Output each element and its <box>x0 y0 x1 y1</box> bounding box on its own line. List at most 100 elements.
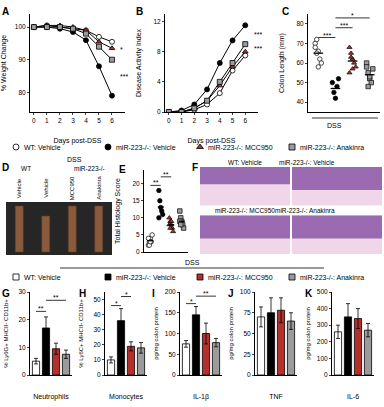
svg-text:miR-223-/-: MCC950: miR-223-/-: MCC950 <box>215 207 275 214</box>
svg-text:I: I <box>152 288 155 299</box>
svg-text:3: 3 <box>205 117 209 124</box>
svg-text:80: 80 <box>296 20 304 27</box>
svg-text:miR-223-/-: Vehicle: miR-223-/-: Vehicle <box>116 144 176 151</box>
svg-text:300: 300 <box>317 321 328 328</box>
svg-text:50: 50 <box>296 79 304 86</box>
svg-text:% Ly6G+ MHCII- CD11b+: % Ly6G+ MHCII- CD11b+ <box>3 299 9 368</box>
svg-text:DSS: DSS <box>185 259 200 266</box>
svg-text:100: 100 <box>15 23 26 30</box>
svg-text:40: 40 <box>93 311 101 318</box>
svg-text:50: 50 <box>93 296 101 303</box>
svg-text:20: 20 <box>93 341 101 348</box>
svg-text:miR-223-/-: Anakinra: miR-223-/-: Anakinra <box>275 207 335 214</box>
svg-text:0: 0 <box>324 371 328 378</box>
svg-text:2: 2 <box>192 117 196 124</box>
svg-text:0: 0 <box>157 108 161 115</box>
svg-text:F: F <box>192 162 198 173</box>
svg-text:60: 60 <box>296 59 304 66</box>
svg-text:20: 20 <box>132 180 140 187</box>
svg-text:0: 0 <box>172 371 176 378</box>
svg-text:4: 4 <box>84 117 88 124</box>
svg-text:**: ** <box>153 179 159 186</box>
svg-text:3: 3 <box>71 117 75 124</box>
svg-text:pg/mg colon protein: pg/mg colon protein <box>153 307 159 360</box>
svg-text:50: 50 <box>243 330 251 337</box>
svg-text:8: 8 <box>157 48 161 55</box>
svg-text:30: 30 <box>18 288 26 295</box>
svg-text:G: G <box>2 288 10 299</box>
svg-text:IL-6: IL-6 <box>347 393 359 400</box>
svg-text:6: 6 <box>110 117 114 124</box>
svg-text:Colon Length (mm): Colon Length (mm) <box>278 33 286 93</box>
svg-text:miR-223-/-: Anakinra: miR-223-/-: Anakinra <box>300 144 364 151</box>
svg-text:5: 5 <box>136 231 140 238</box>
svg-text:***: *** <box>323 32 331 39</box>
svg-text:100: 100 <box>240 288 251 295</box>
svg-text:0: 0 <box>167 117 171 124</box>
svg-text:Neutrophils: Neutrophils <box>33 393 69 401</box>
svg-text:2: 2 <box>58 117 62 124</box>
svg-text:***: *** <box>120 73 128 80</box>
svg-text:Total Histology Score: Total Histology Score <box>114 178 122 244</box>
svg-text:miR-223-/-: Anakinra: miR-223-/-: Anakinra <box>300 274 364 281</box>
svg-text:% Weight Change: % Weight Change <box>0 35 8 91</box>
svg-text:*: * <box>120 46 123 53</box>
svg-text:J: J <box>228 288 234 299</box>
svg-text:100: 100 <box>165 330 176 337</box>
svg-text:MCC950: MCC950 <box>69 176 75 200</box>
svg-text:**: ** <box>163 171 169 178</box>
svg-text:75: 75 <box>243 309 251 316</box>
svg-text:% Ly6C+ MHCII- CD11b+: % Ly6C+ MHCII- CD11b+ <box>78 299 84 368</box>
svg-text:pg/mg colon protein: pg/mg colon protein <box>228 307 234 360</box>
svg-text:miR-223-/-: Vehicle: miR-223-/-: Vehicle <box>279 159 335 166</box>
svg-text:10: 10 <box>132 214 140 221</box>
svg-text:10: 10 <box>18 344 26 351</box>
svg-text:WT: WT <box>21 165 31 172</box>
svg-text:C: C <box>282 6 289 17</box>
svg-text:0: 0 <box>22 371 26 378</box>
svg-text:Anakinra: Anakinra <box>96 175 102 199</box>
svg-text:25: 25 <box>243 351 251 358</box>
svg-text:H: H <box>79 288 86 299</box>
svg-text:200: 200 <box>317 338 328 345</box>
svg-text:12: 12 <box>153 18 161 25</box>
svg-text:0: 0 <box>247 371 251 378</box>
svg-text:*: * <box>190 298 193 305</box>
svg-text:pg/mg colon protein: pg/mg colon protein <box>305 307 311 360</box>
svg-text:DSS: DSS <box>327 122 342 129</box>
svg-text:miR-223-/-: MCC950: miR-223-/-: MCC950 <box>208 144 273 151</box>
svg-text:150: 150 <box>165 309 176 316</box>
svg-text:WT: Vehicle: WT: Vehicle <box>24 274 61 281</box>
svg-text:*: * <box>125 291 128 298</box>
svg-text:30: 30 <box>93 326 101 333</box>
svg-text:***: *** <box>254 31 262 38</box>
svg-text:50: 50 <box>168 351 176 358</box>
svg-text:5: 5 <box>231 117 235 124</box>
svg-text:1: 1 <box>45 117 49 124</box>
svg-text:6: 6 <box>243 117 247 124</box>
svg-text:D: D <box>2 162 9 173</box>
svg-text:0: 0 <box>136 248 140 255</box>
svg-text:500: 500 <box>317 288 328 295</box>
svg-text:90: 90 <box>18 56 26 63</box>
svg-text:Monocytes: Monocytes <box>109 393 143 401</box>
svg-text:TNF: TNF <box>269 393 283 400</box>
svg-text:*: * <box>351 12 354 19</box>
svg-text:Disease Activity Index: Disease Activity Index <box>135 28 143 97</box>
svg-text:miR-223-/-: MCC950: miR-223-/-: MCC950 <box>208 274 273 281</box>
svg-text:K: K <box>305 288 313 299</box>
svg-text:100: 100 <box>317 355 328 362</box>
svg-text:200: 200 <box>165 288 176 295</box>
svg-text:**: ** <box>203 290 209 297</box>
svg-text:0: 0 <box>97 371 101 378</box>
svg-text:Days post-DSS: Days post-DSS <box>54 137 102 145</box>
svg-text:***: *** <box>254 45 262 52</box>
svg-text:*: * <box>115 300 118 307</box>
svg-text:E: E <box>119 164 126 175</box>
svg-text:40: 40 <box>296 98 304 105</box>
svg-text:B: B <box>136 6 143 17</box>
svg-text:4: 4 <box>218 117 222 124</box>
svg-text:Vehicle: Vehicle <box>16 178 22 198</box>
svg-text:400: 400 <box>317 305 328 312</box>
svg-text:WT: Vehicle: WT: Vehicle <box>24 144 61 151</box>
